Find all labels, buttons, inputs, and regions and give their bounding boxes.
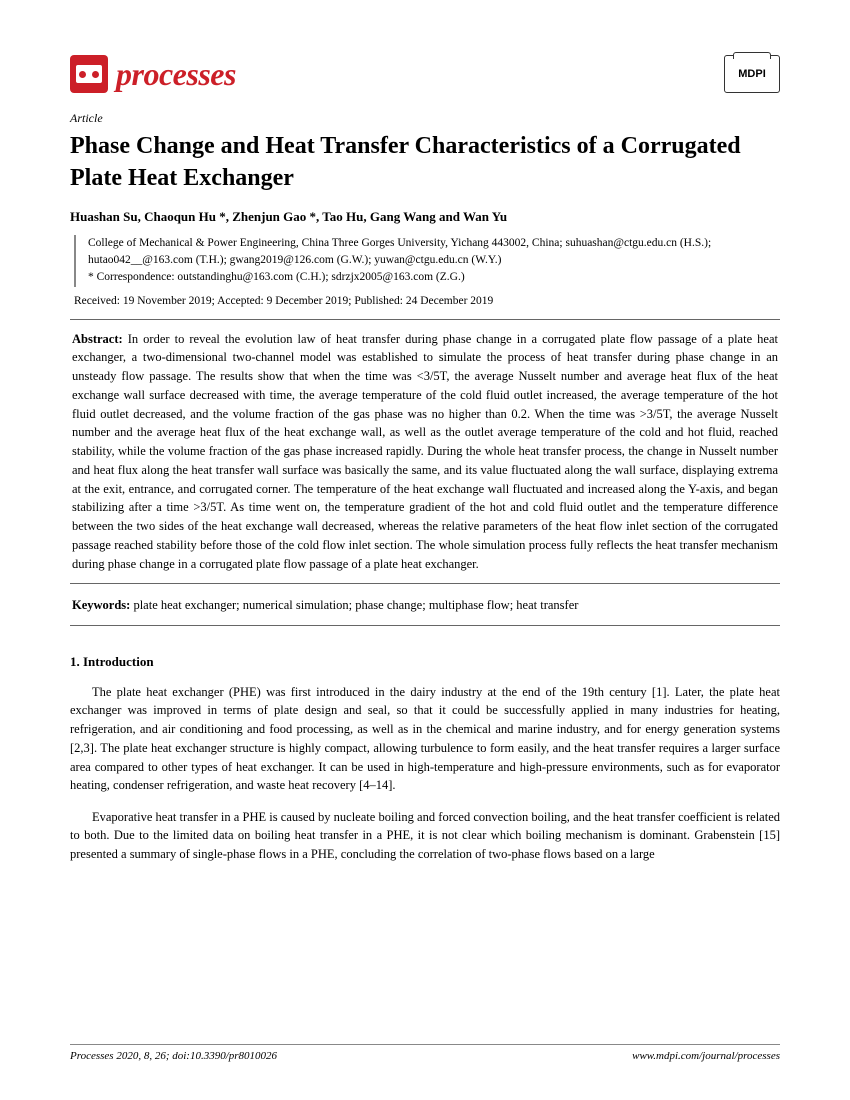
intro-para-2: Evaporative heat transfer in a PHE is ca… xyxy=(70,808,780,864)
publisher-name: MDPI xyxy=(738,68,766,80)
page-footer: Processes 2020, 8, 26; doi:10.3390/pr801… xyxy=(70,1044,780,1062)
article-type: Article xyxy=(70,111,780,126)
abstract-block: Abstract: In order to reveal the evoluti… xyxy=(70,319,780,585)
affiliation-block: College of Mechanical & Power Engineerin… xyxy=(74,235,780,287)
footer-citation: Processes 2020, 8, 26; doi:10.3390/pr801… xyxy=(70,1050,277,1062)
journal-icon xyxy=(70,55,108,93)
affiliation-text: College of Mechanical & Power Engineerin… xyxy=(88,235,780,270)
keywords-block: Keywords: plate heat exchanger; numerica… xyxy=(70,590,780,626)
authors-line: Huashan Su, Chaoqun Hu *, Zhenjun Gao *,… xyxy=(70,209,780,225)
section-heading-intro: 1. Introduction xyxy=(70,654,780,670)
footer-url: www.mdpi.com/journal/processes xyxy=(632,1050,780,1062)
article-title: Phase Change and Heat Transfer Character… xyxy=(70,130,780,195)
publisher-logo: MDPI xyxy=(724,55,780,93)
dates-line: Received: 19 November 2019; Accepted: 9 … xyxy=(74,295,780,307)
keywords-label: Keywords: xyxy=(72,598,130,612)
keywords-text: plate heat exchanger; numerical simulati… xyxy=(130,598,578,612)
article-page: processes MDPI Article Phase Change and … xyxy=(0,0,850,1100)
abstract-label: Abstract: xyxy=(72,332,123,346)
correspondence-text: * Correspondence: outstandinghu@163.com … xyxy=(88,269,780,286)
abstract-text: In order to reveal the evolution law of … xyxy=(72,332,778,571)
journal-logo: processes xyxy=(70,55,236,93)
journal-name: processes xyxy=(116,56,236,93)
intro-para-1: The plate heat exchanger (PHE) was first… xyxy=(70,683,780,796)
header-row: processes MDPI xyxy=(70,55,780,93)
